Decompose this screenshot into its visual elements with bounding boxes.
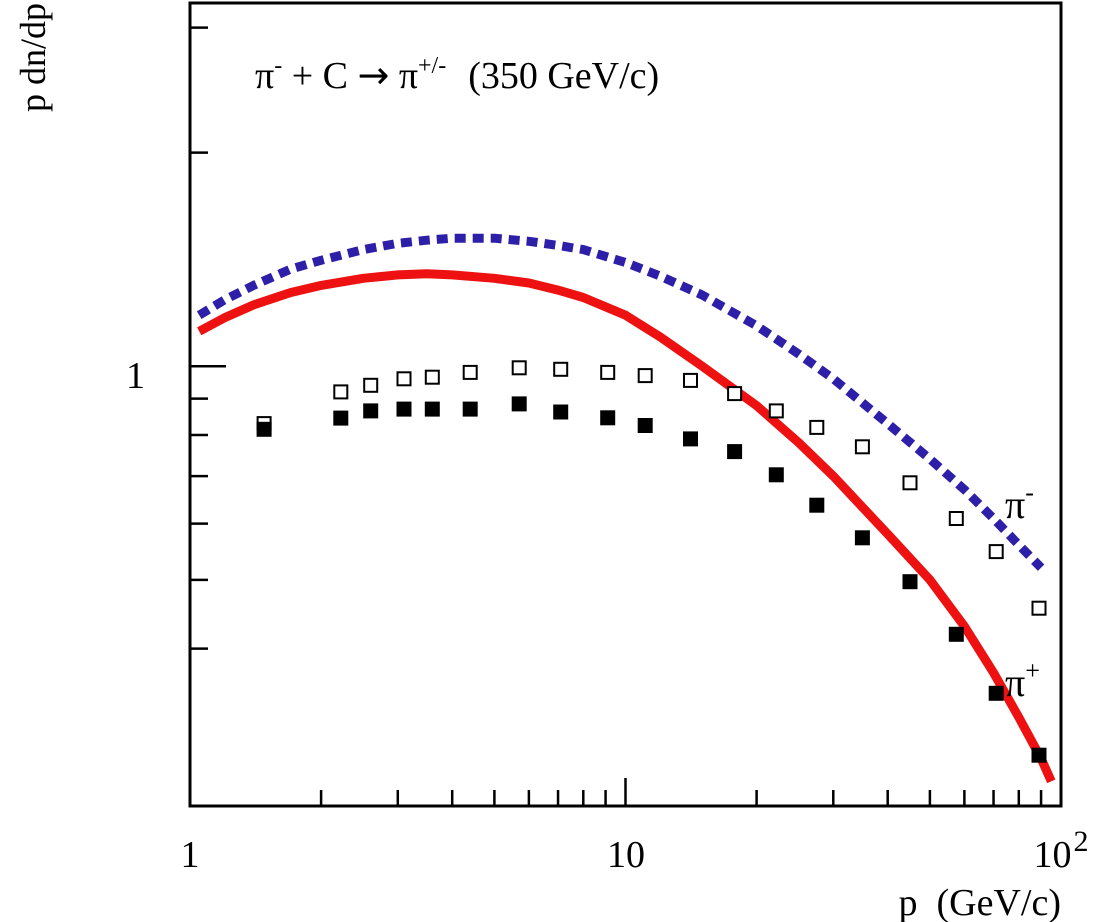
pi-minus-data-point bbox=[988, 544, 1004, 560]
pi-plus-data-point bbox=[988, 685, 1004, 701]
pi-minus-data-point bbox=[727, 386, 743, 402]
chart-title: π- + C → π+/- (350 GeV/c) bbox=[255, 53, 659, 97]
pi-plus-data-point bbox=[854, 530, 870, 546]
x-axis-label: p (GeV/c) bbox=[899, 882, 1061, 922]
pi-plus-model-curve bbox=[197, 269, 1056, 784]
pi-minus-data-point bbox=[462, 364, 478, 380]
y-axis-label: p dn/dp bbox=[13, 3, 53, 112]
pi-plus-data-point bbox=[727, 444, 743, 460]
plot-frame bbox=[188, 1, 1063, 808]
pi-minus-data-point bbox=[333, 384, 349, 400]
pi-minus-data-point bbox=[600, 364, 616, 380]
y-tick-label-1: 1 bbox=[126, 355, 145, 397]
x-tick-label-10: 10 bbox=[607, 834, 645, 876]
pi-minus-data-point bbox=[396, 371, 412, 387]
pi-minus-data-point bbox=[511, 360, 527, 376]
pi-minus-data-point bbox=[854, 439, 870, 455]
pi-minus-data-point bbox=[768, 403, 784, 419]
pi-minus-data-point bbox=[902, 475, 918, 491]
pi-plus-data-point bbox=[809, 497, 825, 513]
pi-minus-data-point bbox=[424, 369, 440, 385]
pi-plus-data-point bbox=[553, 404, 569, 420]
pi-plus-data-point bbox=[902, 574, 918, 590]
pi-plus-data-point bbox=[683, 431, 698, 447]
pi-plus-data-point bbox=[768, 467, 784, 483]
pi-plus-data-point bbox=[333, 410, 349, 426]
pi-plus-data-point bbox=[1031, 747, 1047, 763]
pi-minus-data-point bbox=[553, 361, 569, 377]
pi-minus-data-point bbox=[809, 419, 825, 435]
pi-minus-data-point bbox=[683, 372, 698, 388]
pi-minus-label: π- bbox=[1005, 478, 1034, 527]
plot-layer bbox=[196, 233, 1056, 784]
pi-minus-data-point bbox=[363, 377, 379, 393]
pi-plus-label: π+ bbox=[1005, 656, 1040, 705]
pi-minus-data-point bbox=[637, 368, 653, 384]
x-tick-label-1: 1 bbox=[181, 834, 200, 876]
pi-plus-data-point bbox=[600, 410, 616, 426]
pi-minus-model-curve bbox=[196, 233, 1045, 571]
pi-plus-data-point bbox=[396, 401, 412, 417]
pi-plus-data-point bbox=[462, 401, 478, 417]
pi-plus-data-point bbox=[363, 403, 379, 419]
pi-plus-data-point bbox=[511, 396, 527, 412]
pi-plus-data-point bbox=[256, 421, 272, 437]
pi-plus-data-point bbox=[424, 401, 440, 417]
pi-plus-data-point bbox=[637, 418, 653, 433]
x-tick-label-100: 102 bbox=[1034, 825, 1089, 876]
pi-minus-data-point bbox=[948, 511, 964, 526]
pi-plus-data-point bbox=[948, 626, 964, 642]
tick-layer bbox=[190, 26, 1043, 806]
pi-minus-data-point bbox=[1031, 600, 1047, 616]
